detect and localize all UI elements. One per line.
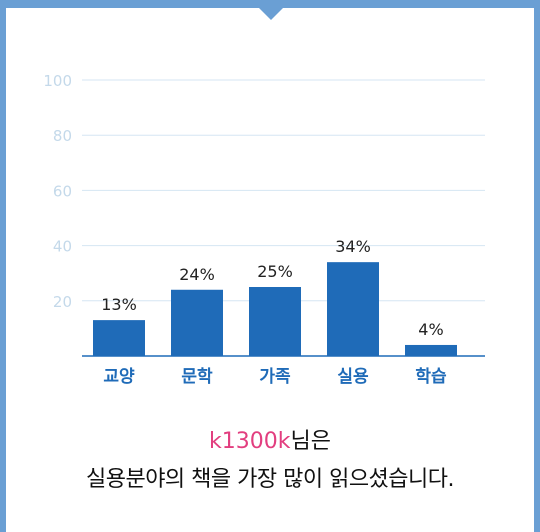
- category-label: 학습: [415, 367, 447, 387]
- bar: [93, 320, 145, 356]
- reading-category-bar-chart: 100 80 60 40 20 13% 교양 24% 문학 25% 가족 34% 실용 4% 학습: [43, 72, 485, 387]
- category-label: 실용: [337, 367, 369, 387]
- caption-line-2: 실용분야의 책을 가장 많이 읽으셨습니다.: [85, 467, 455, 492]
- y-tick-label: 20: [53, 293, 72, 311]
- y-tick-label: 80: [53, 127, 72, 145]
- category-label: 교양: [103, 367, 135, 387]
- bar-value-label: 24%: [179, 265, 215, 284]
- category-label: 가족: [259, 367, 291, 387]
- caption-line-1: k1300k님은: [0, 423, 540, 455]
- y-tick-label: 60: [53, 182, 72, 200]
- bar-value-label: 4%: [418, 320, 443, 339]
- pointer-notch: [257, 6, 285, 20]
- category-label: 문학: [181, 367, 213, 387]
- y-tick-label: 100: [43, 72, 72, 90]
- bar: [405, 344, 457, 356]
- y-tick-label: 40: [53, 238, 72, 256]
- bar-value-label: 34%: [335, 237, 371, 256]
- caption-suffix: 님은: [290, 429, 331, 454]
- username: k1300k: [209, 429, 291, 454]
- bar-value-label: 25%: [257, 262, 293, 281]
- bar-value-label: 13%: [101, 295, 137, 314]
- bar: [249, 287, 301, 356]
- bar: [327, 262, 379, 356]
- bar: [171, 289, 223, 356]
